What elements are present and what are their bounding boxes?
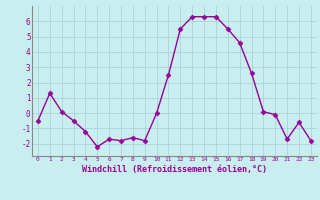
X-axis label: Windchill (Refroidissement éolien,°C): Windchill (Refroidissement éolien,°C) <box>82 165 267 174</box>
